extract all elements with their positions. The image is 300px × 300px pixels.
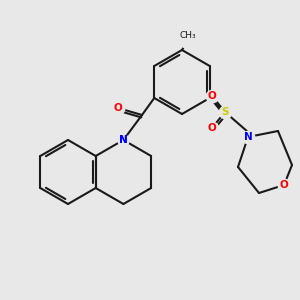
Text: O: O [208,91,216,101]
Text: O: O [208,123,216,133]
Text: O: O [114,103,122,113]
Text: N: N [244,132,252,142]
Text: CH₃: CH₃ [180,32,196,40]
Text: N: N [119,135,128,145]
Text: O: O [280,180,288,190]
Text: N: N [119,135,128,145]
Text: S: S [221,107,229,117]
